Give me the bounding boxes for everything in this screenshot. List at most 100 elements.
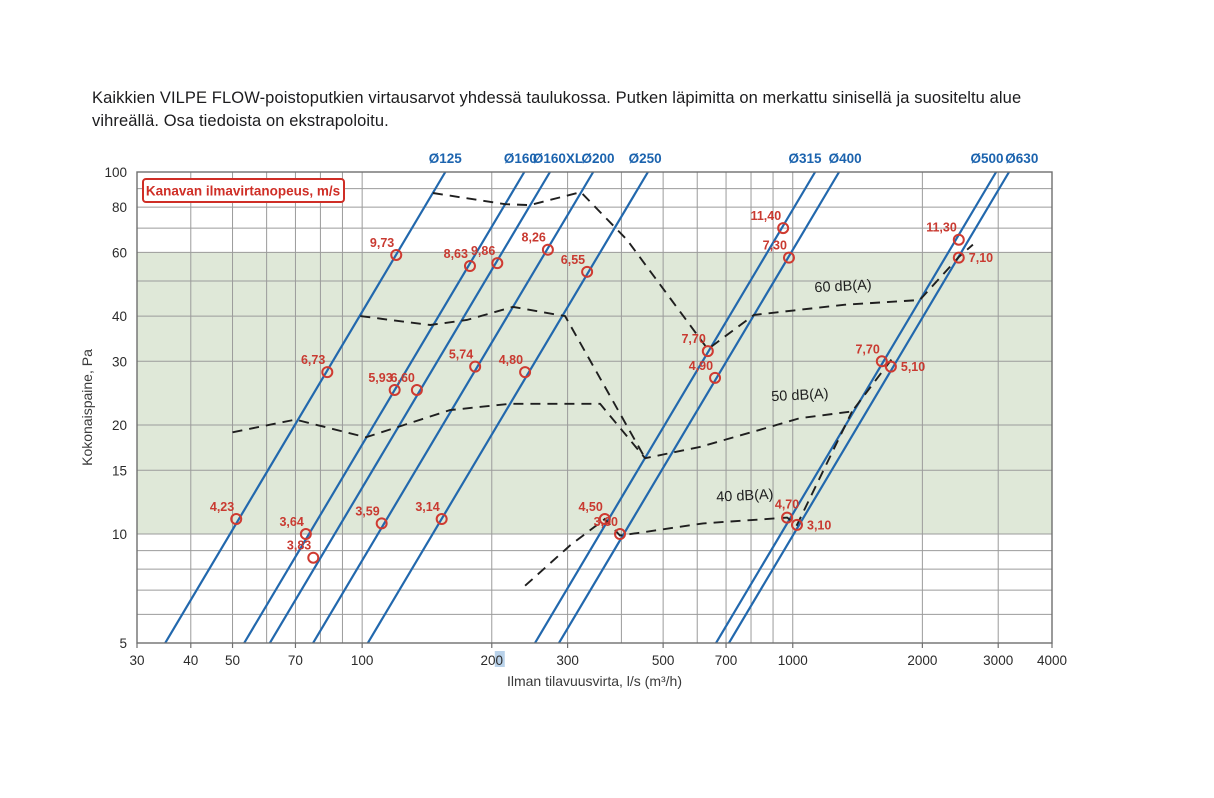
y-tick-label: 60: [112, 245, 127, 260]
data-point: [581, 265, 594, 278]
data-point: [884, 360, 897, 373]
y-axis-title: Kokonaispaine, Pa: [79, 349, 95, 466]
data-point-label: 7,70: [681, 332, 705, 346]
data-point-label: 5,74: [449, 348, 473, 362]
recommended-area: [137, 252, 1052, 535]
data-point: [701, 345, 714, 358]
data-point-label: 3,14: [415, 500, 439, 514]
y-tick-label: 80: [112, 200, 127, 215]
legend-label: Kanavan ilmavirtanopeus, m/s: [146, 184, 340, 199]
pipe-line-Ø400: [558, 171, 841, 644]
x-tick-label: 1000: [778, 653, 808, 668]
x-tick-label: 700: [715, 653, 738, 668]
data-point: [388, 383, 401, 396]
data-point: [519, 366, 532, 379]
y-tick-label: 20: [112, 418, 127, 433]
pipe-label-Ø200: Ø200: [582, 151, 615, 166]
x-tick-label: 3000: [983, 653, 1013, 668]
data-point: [875, 355, 888, 368]
y-tick-label: 100: [104, 165, 127, 180]
pipe-line-Ø160XL: [268, 171, 551, 644]
data-point: [952, 233, 965, 246]
data-point: [791, 518, 804, 531]
pipe-line-Ø250: [366, 171, 649, 644]
data-point-label: 7,70: [855, 342, 879, 356]
data-point-label: 6,55: [561, 253, 585, 267]
data-point-label: 3,10: [807, 518, 831, 532]
data-point-label: 3,00: [594, 515, 618, 529]
data-point-label: 4,90: [689, 359, 713, 373]
data-point: [435, 513, 448, 526]
pipe-line-Ø160: [243, 171, 526, 644]
x-tick-label: 40: [183, 653, 198, 668]
data-point: [781, 511, 794, 524]
data-point-label: 11,30: [926, 221, 957, 235]
data-point-label: 5,93: [368, 371, 392, 385]
x-tick-label: 500: [652, 653, 675, 668]
data-point: [491, 257, 504, 270]
data-point: [463, 259, 476, 272]
data-point-label: 5,10: [901, 360, 925, 374]
x-tick-label: 30: [129, 653, 144, 668]
data-point-label: 8,63: [444, 247, 468, 261]
data-point-label: 7,10: [969, 251, 993, 265]
y-tick-label: 30: [112, 354, 127, 369]
pipe-label-Ø160: Ø160: [504, 151, 537, 166]
pipe-label-Ø630: Ø630: [1005, 151, 1038, 166]
data-point: [782, 251, 795, 264]
data-point-label: 3,83: [287, 539, 311, 553]
data-point: [952, 251, 965, 264]
pipe-line-Ø200: [312, 171, 595, 644]
data-point-label: 4,70: [775, 498, 799, 512]
data-point-label: 9,73: [370, 236, 394, 250]
data-point-label: 4,23: [210, 500, 234, 514]
data-point-label: 4,50: [578, 500, 602, 514]
plot-frame: [136, 171, 1053, 644]
data-point-label: 8,26: [522, 231, 546, 245]
page-title: Kaikkien VILPE FLOW-poistoputkien virtau…: [92, 89, 1022, 130]
pipe-label-Ø160XL: Ø160XL: [533, 151, 583, 166]
data-point: [469, 360, 482, 373]
db-curve-50dB(A): [232, 354, 896, 460]
x-tick-label: 300: [556, 653, 579, 668]
x-axis-title: Ilman tilavuusvirta, l/s (m³/h): [507, 673, 682, 689]
data-point: [410, 383, 423, 396]
db-curve-label: 60 dB(A): [814, 277, 872, 296]
data-point: [321, 366, 334, 379]
data-point: [299, 528, 312, 541]
pipe-label-Ø500: Ø500: [970, 151, 1003, 166]
data-point: [390, 248, 403, 261]
data-point: [375, 517, 388, 530]
data-point: [709, 371, 722, 384]
data-point: [230, 513, 243, 526]
y-tick-label: 5: [119, 636, 127, 651]
pipe-line-Ø630: [727, 171, 1010, 644]
pipe-label-Ø315: Ø315: [789, 151, 823, 166]
pipe-label-Ø125: Ø125: [429, 151, 463, 166]
data-point-label: 11,40: [751, 209, 782, 223]
y-tick-label: 10: [112, 527, 127, 542]
pipe-label-Ø400: Ø400: [829, 151, 862, 166]
x-tick-label: 70: [288, 653, 303, 668]
legend-box: [142, 178, 345, 203]
data-point-label: 3,64: [279, 515, 303, 529]
db-curve-label: 50 dB(A): [771, 386, 829, 405]
data-point: [598, 513, 611, 526]
tick-selection-highlight: [494, 651, 505, 667]
x-tick-label: 200: [481, 653, 504, 668]
data-point: [777, 222, 790, 235]
pipe-label-Ø250: Ø250: [629, 151, 662, 166]
db-curve-label: 40 dB(A): [716, 487, 774, 506]
data-point-label: 7,30: [763, 239, 787, 253]
data-point-label: 4,80: [499, 353, 523, 367]
data-point-label: 6,73: [301, 353, 325, 367]
db-curve-60dB(A): [432, 191, 974, 351]
x-tick-label: 4000: [1037, 653, 1067, 668]
y-tick-label: 15: [112, 463, 127, 478]
data-point-label: 3,59: [355, 504, 379, 518]
data-point-label: 9,86: [471, 244, 495, 258]
data-point: [541, 243, 554, 256]
x-tick-label: 2000: [907, 653, 937, 668]
